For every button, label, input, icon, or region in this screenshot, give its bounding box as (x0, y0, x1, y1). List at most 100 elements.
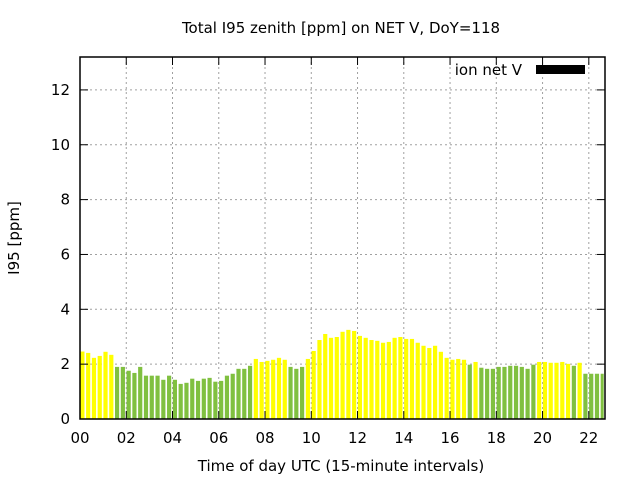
bar (300, 366, 305, 419)
x-tick-label: 10 (302, 429, 321, 447)
bar (438, 351, 443, 419)
bar (392, 337, 397, 419)
bar (560, 361, 565, 419)
bar (242, 368, 247, 419)
bar (357, 335, 363, 419)
bar (346, 329, 351, 419)
bar (207, 377, 212, 419)
bar (386, 341, 391, 419)
bar (288, 366, 293, 419)
bar (97, 355, 102, 419)
bar (305, 358, 310, 419)
bar (311, 350, 316, 419)
y-tick-label: 12 (51, 81, 70, 99)
y-tick-label: 0 (60, 410, 70, 428)
bar (531, 364, 536, 419)
legend-label: ion net V (455, 61, 523, 79)
bar (317, 340, 322, 419)
bar (323, 333, 328, 419)
bar (577, 362, 582, 419)
bar (565, 363, 571, 419)
bar (467, 364, 472, 419)
x-tick-label: 16 (440, 429, 459, 447)
bar (247, 365, 253, 419)
y-axis-label: I95 [ppm] (5, 201, 23, 275)
bar (340, 331, 345, 419)
bar (172, 379, 177, 419)
bar (161, 379, 166, 419)
plot-frame (79, 56, 606, 420)
bar (363, 337, 368, 419)
bar (259, 361, 264, 419)
y-tick-label: 4 (60, 300, 70, 318)
bar (213, 381, 218, 419)
bar (236, 368, 241, 419)
x-tick-label: 22 (579, 429, 598, 447)
bar (271, 359, 276, 419)
bar (519, 366, 524, 419)
bar (513, 365, 519, 419)
x-tick-label: 04 (163, 429, 182, 447)
x-tick-label: 20 (533, 429, 552, 447)
bar (409, 338, 415, 419)
grid (80, 57, 605, 419)
bar (456, 358, 461, 419)
bar (571, 365, 576, 419)
bar (103, 351, 108, 419)
bar (461, 359, 467, 419)
bar (380, 342, 386, 419)
bar (479, 367, 484, 419)
bar (155, 375, 160, 419)
x-tick-label: 02 (117, 429, 136, 447)
x-tick-label: 18 (487, 429, 506, 447)
bar (352, 330, 357, 419)
y-tick-label: 8 (60, 191, 70, 209)
bar (432, 345, 438, 419)
bar (600, 373, 604, 419)
bar (369, 340, 374, 419)
bar (86, 352, 91, 419)
bar (224, 375, 230, 419)
bar (542, 361, 548, 419)
x-tick-label: 00 (70, 429, 89, 447)
bar (427, 347, 432, 419)
bar (109, 354, 114, 419)
x-axis-label: Time of day UTC (15-minute intervals) (197, 457, 484, 475)
x-tick-label: 12 (348, 429, 367, 447)
x-tick-label: 14 (394, 429, 413, 447)
bar (485, 368, 490, 419)
bar (508, 365, 513, 419)
bar (594, 373, 600, 419)
y-tick-label: 2 (60, 355, 70, 373)
bar (178, 383, 183, 419)
y-tick-label: 10 (51, 136, 70, 154)
bar (265, 360, 270, 419)
bar (126, 370, 131, 419)
bar (190, 378, 195, 419)
bar (195, 380, 201, 419)
bar (276, 357, 282, 419)
y-tick-label: 6 (60, 245, 70, 263)
bar (334, 337, 339, 419)
bar (473, 361, 478, 419)
bar (548, 362, 553, 419)
legend-swatch (536, 65, 585, 74)
bar (502, 366, 507, 419)
bar (450, 359, 455, 419)
bar (294, 368, 299, 419)
bar (184, 382, 189, 419)
bar (328, 337, 334, 419)
bar (375, 340, 380, 419)
bar (421, 345, 426, 419)
bar (490, 368, 495, 419)
bar (114, 366, 120, 419)
bar (589, 373, 594, 419)
bar (496, 366, 501, 419)
bar (583, 373, 588, 419)
bar (282, 359, 287, 419)
bar (91, 357, 97, 419)
bar (253, 358, 258, 419)
bar (525, 368, 530, 419)
